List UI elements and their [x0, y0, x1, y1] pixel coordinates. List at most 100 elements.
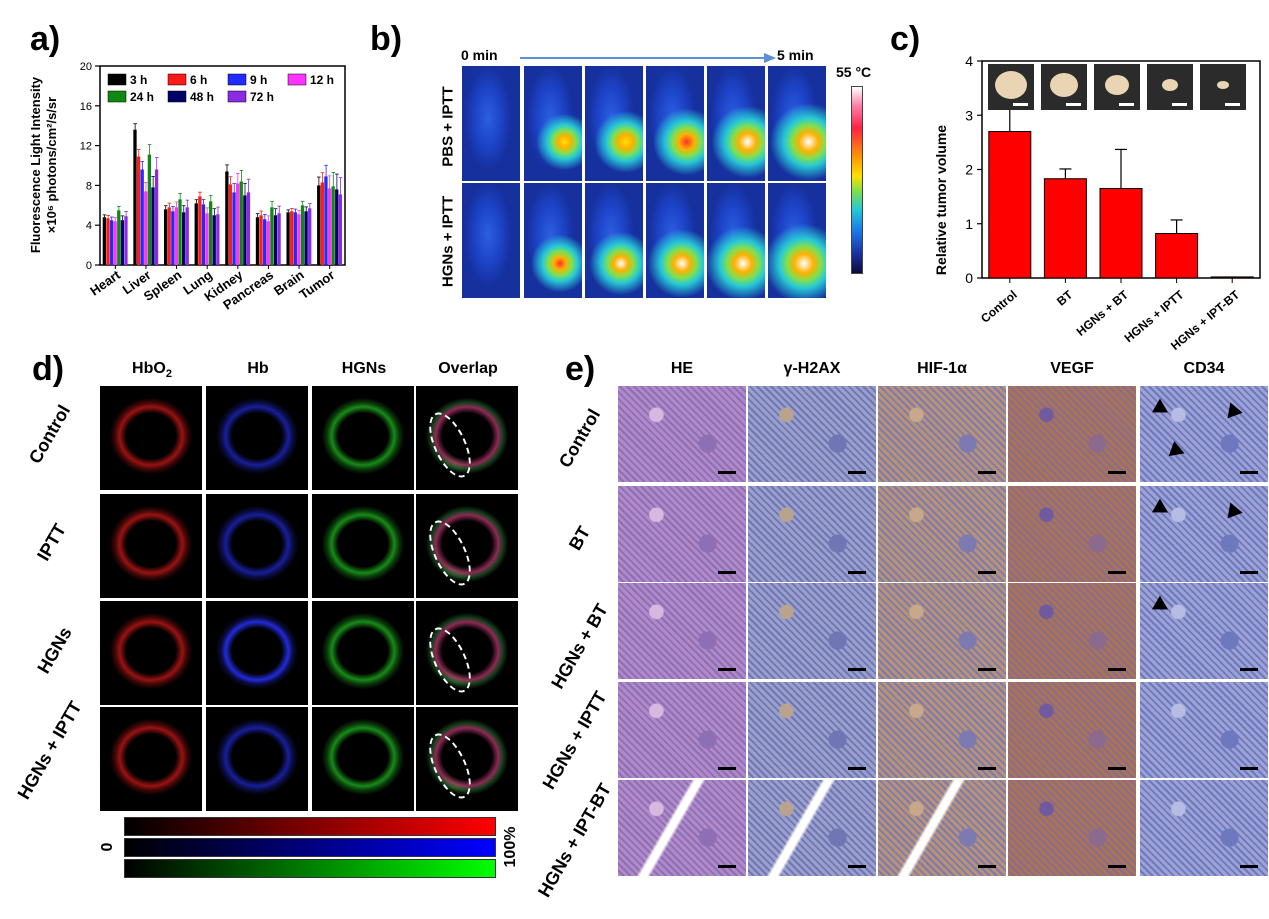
- bar: [205, 213, 209, 265]
- scale-bar: [718, 471, 736, 474]
- photoacoustic-image: [206, 601, 308, 705]
- panel-label-d: d): [32, 350, 65, 388]
- bar: [297, 214, 301, 265]
- panel-label-c: c): [890, 20, 921, 58]
- photoacoustic-image: [100, 494, 202, 598]
- roi-dashed-oval: [420, 727, 480, 805]
- bar: [277, 213, 281, 265]
- histology-image: [878, 682, 1006, 778]
- col-header-hgns: HGNs: [341, 360, 387, 377]
- bar: [228, 184, 233, 265]
- photoacoustic-image: [312, 386, 414, 490]
- legend-swatch: [227, 73, 247, 86]
- bar: [151, 187, 155, 265]
- arrow-marker: [1151, 398, 1173, 420]
- bar: [109, 220, 114, 265]
- thermal-image: [707, 66, 765, 181]
- photo-scale-bar: [1225, 103, 1240, 106]
- bar: [113, 221, 117, 265]
- tumor-specimen: [995, 71, 1027, 99]
- bar: [185, 207, 189, 265]
- col-header-overlap: Overlap: [438, 360, 498, 377]
- scale-bar: [848, 571, 866, 574]
- histology-image: [1140, 386, 1268, 482]
- histology-image: [618, 486, 746, 582]
- bar: [988, 131, 1032, 279]
- scale-bar: [978, 767, 996, 770]
- col-header-cd34: CD34: [1183, 360, 1225, 377]
- roi-dashed-oval: [420, 621, 480, 699]
- bar: [163, 209, 168, 265]
- bar: [140, 169, 144, 265]
- y-tick-label: 0: [86, 260, 92, 272]
- col-header-hbo2: HbO2: [132, 360, 172, 381]
- time-end-label: 5 min: [777, 47, 814, 63]
- tumor-specimen: [1105, 75, 1129, 95]
- bar: [263, 219, 267, 265]
- photoacoustic-image: [100, 601, 202, 705]
- bar: [304, 211, 308, 265]
- thermal-image: [585, 183, 643, 298]
- legend-swatch: [227, 90, 247, 103]
- x-tick-label: HGNs + BT: [1074, 287, 1132, 339]
- he-row-bt: BT: [564, 522, 595, 554]
- x-tick-label: Tumor: [296, 267, 337, 302]
- bar: [216, 214, 220, 265]
- roi-dashed-oval: [420, 514, 480, 592]
- scale-bar: [718, 865, 736, 868]
- scale-bar: [1240, 865, 1258, 868]
- scale-bar: [718, 571, 736, 574]
- scale-bar: [718, 668, 736, 671]
- bar: [136, 156, 141, 265]
- bar: [255, 217, 260, 265]
- pa-row-control: Control: [24, 401, 75, 467]
- photoacoustic-image: [312, 494, 414, 598]
- bar: [327, 188, 332, 265]
- col-header-vegf: VEGF: [1050, 360, 1094, 377]
- bar: [181, 212, 186, 265]
- bar: [154, 169, 159, 265]
- photoacoustic-image: [416, 386, 518, 490]
- tumor-specimen: [1217, 81, 1229, 89]
- chart-c-ylabel: Relative tumor volume: [933, 125, 949, 275]
- legend-swatch: [287, 73, 307, 86]
- photoacoustic-image: [416, 494, 518, 598]
- scale-bar: [1108, 471, 1126, 474]
- histology-image: [748, 386, 876, 482]
- bar: [320, 182, 324, 265]
- bar: [201, 204, 206, 265]
- histology-image: [1140, 583, 1268, 679]
- y-tick-label: 20: [80, 61, 92, 73]
- histology-image: [1008, 780, 1136, 876]
- scale-bar: [1108, 571, 1126, 574]
- legend-swatch: [107, 90, 127, 103]
- histology-image: [878, 583, 1006, 679]
- histology-image: [618, 583, 746, 679]
- chart-a-ylabel-2: ×10⁶ photons/cm²/s/sr: [44, 97, 59, 233]
- bar: [324, 176, 328, 265]
- pa-row-hgns: HGNs: [33, 623, 76, 677]
- bar: [246, 192, 251, 265]
- panel-label-b: b): [370, 20, 403, 58]
- bar: [167, 207, 171, 265]
- thermal-image: [646, 183, 704, 298]
- bar: [198, 196, 202, 265]
- bar: [102, 217, 107, 265]
- photo-scale-bar: [1013, 103, 1028, 106]
- bar: [239, 181, 243, 265]
- bar: [171, 211, 175, 265]
- bar: [338, 194, 342, 265]
- scale-bar: [718, 767, 736, 770]
- bar: [1043, 178, 1087, 279]
- bar: [133, 129, 137, 265]
- bar: [225, 171, 229, 265]
- bar: [286, 212, 290, 265]
- histology-image: [748, 486, 876, 582]
- time-arrow: [520, 53, 776, 63]
- arrow-marker: [1168, 441, 1188, 461]
- histology-image: [1140, 780, 1268, 876]
- time-start-label: 0 min: [461, 47, 498, 63]
- tumor-specimen: [1162, 79, 1178, 91]
- scale-bar-green: [124, 859, 496, 878]
- scale-bar-red: [124, 817, 496, 836]
